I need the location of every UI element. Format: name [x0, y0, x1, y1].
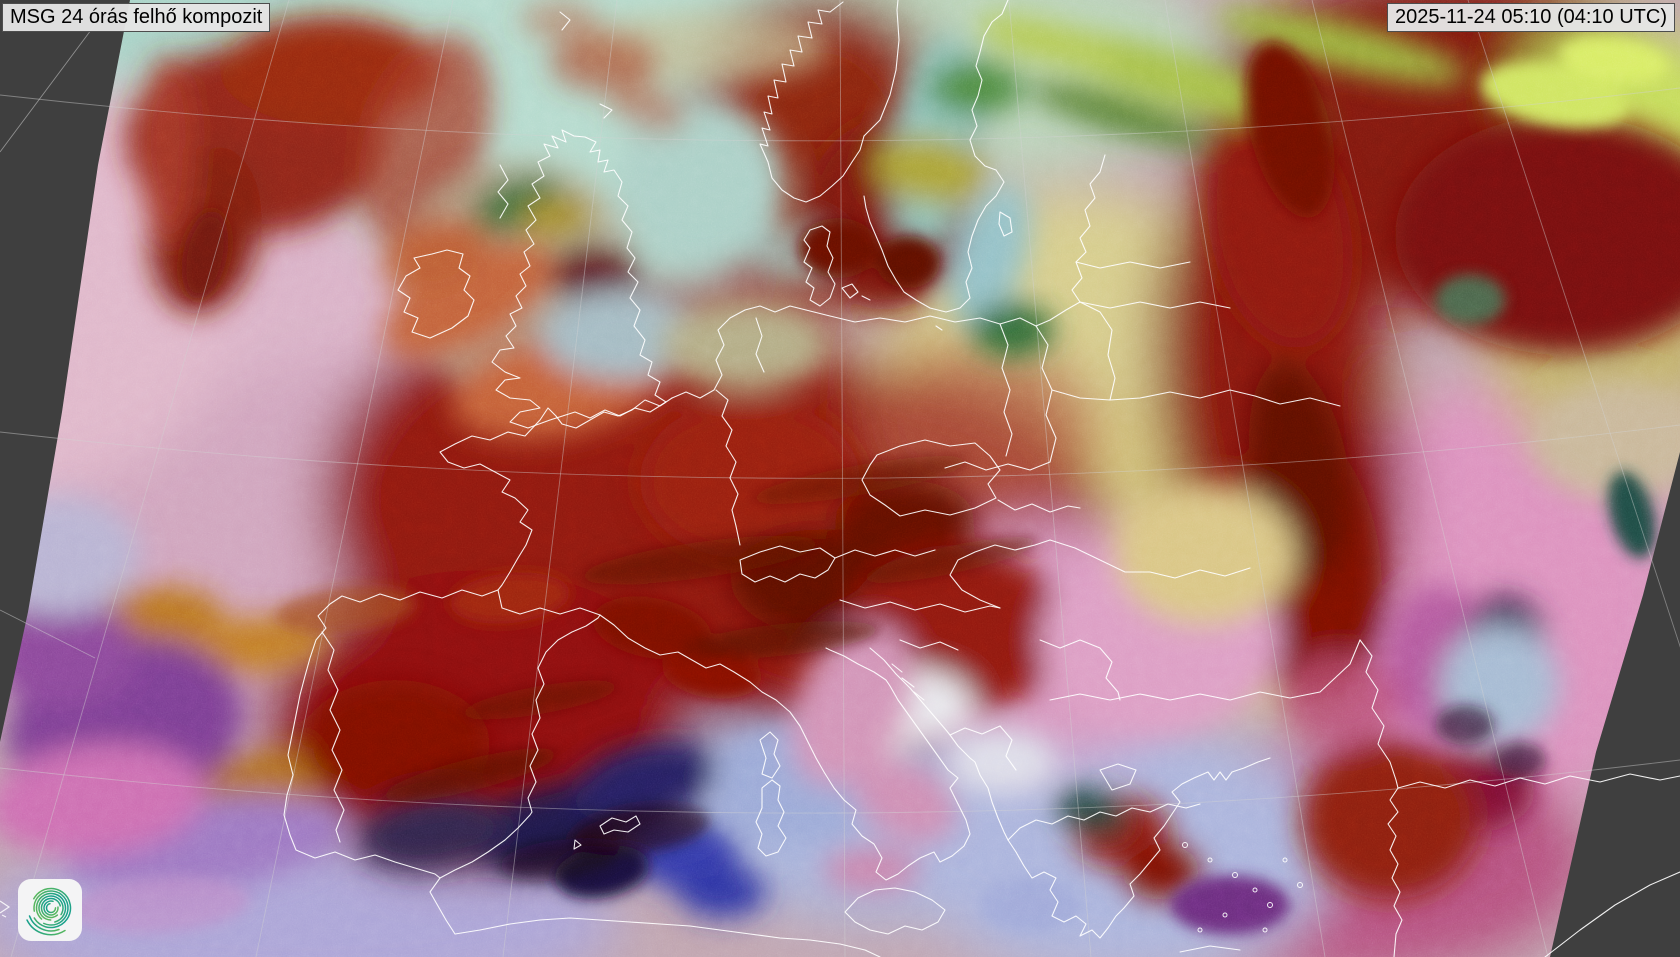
product-label: MSG 24 órás felhő kompozit: [2, 3, 271, 32]
cyclone-spiral-icon: [26, 887, 72, 936]
timestamp-label: 2025-11-24 05:10 (04:10 UTC): [1386, 3, 1675, 32]
edge-chevron-mark: [0, 900, 11, 918]
country-borders: [283, 0, 1680, 957]
met-service-spiral-logo: [18, 879, 82, 941]
